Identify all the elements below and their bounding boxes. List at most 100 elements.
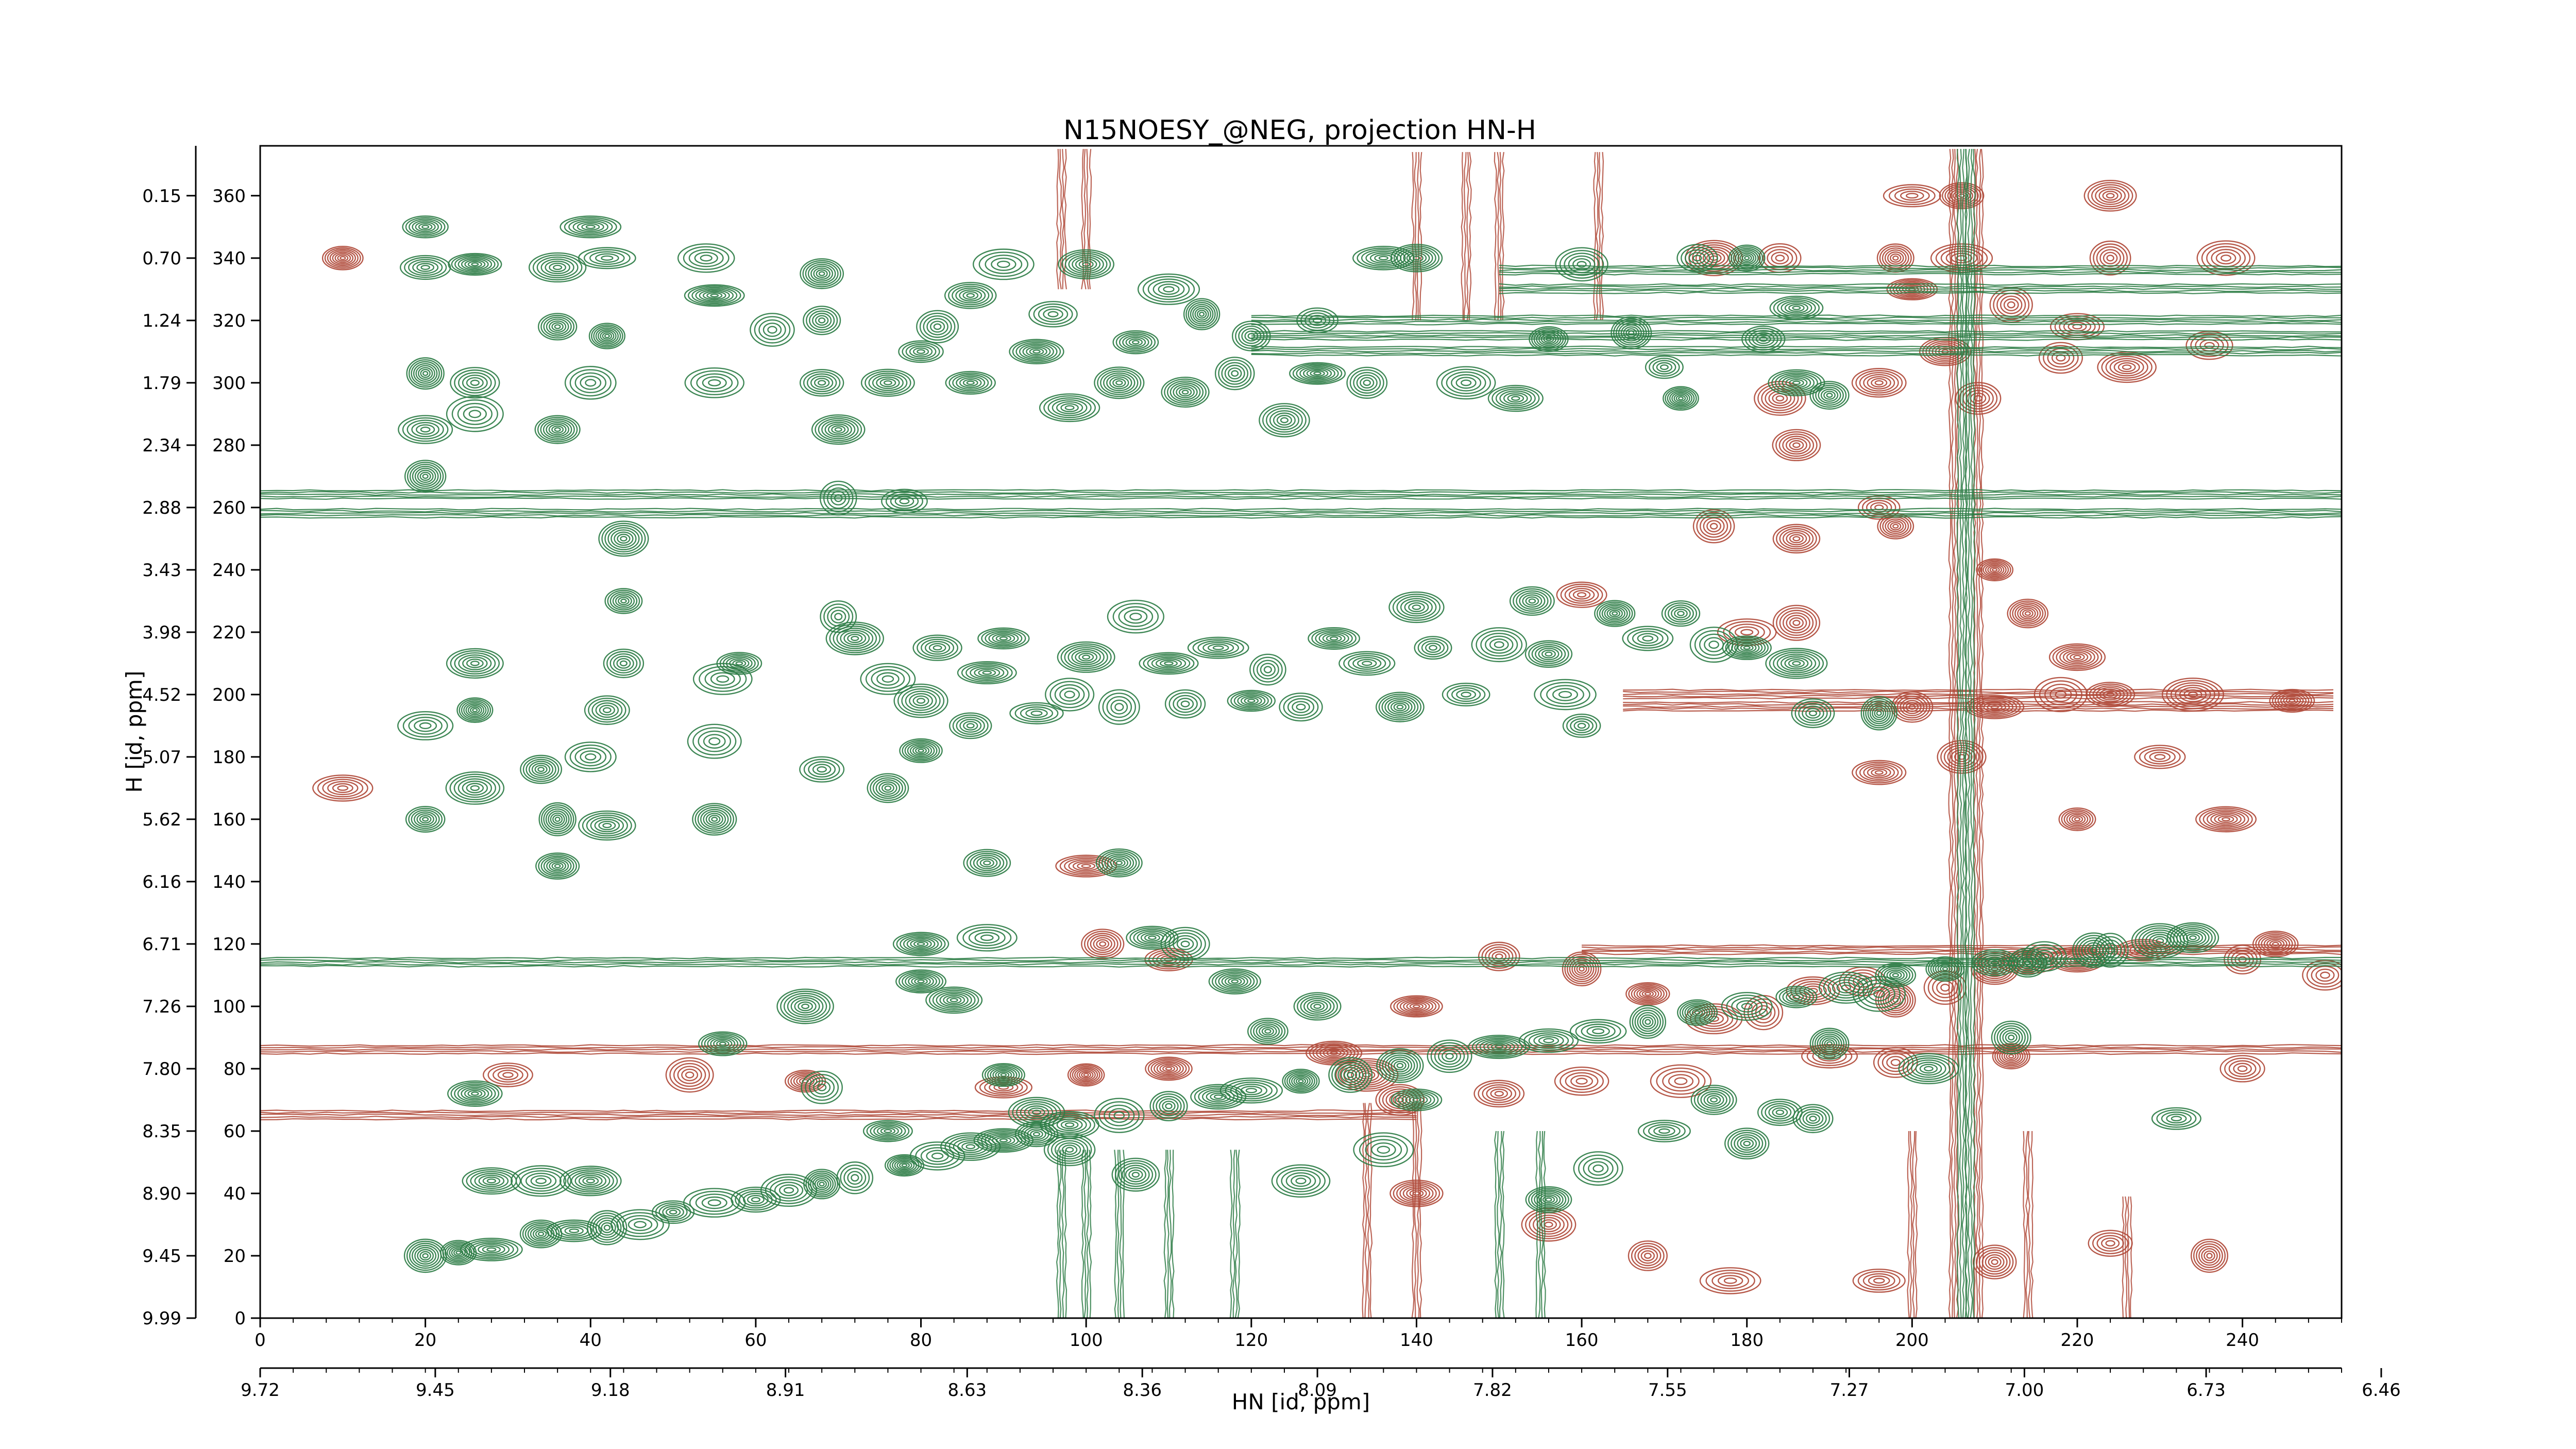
positive-peak-level — [404, 460, 447, 493]
negative-peak-level — [1074, 1067, 1098, 1083]
y-points-tick-label: 40 — [224, 1184, 246, 1204]
positive-peak-level — [1588, 1161, 1609, 1176]
positive-peak-level — [549, 861, 567, 872]
positive-ridge-v-line — [1059, 1150, 1062, 1318]
positive-peak-level — [840, 1165, 870, 1191]
negative-peak — [1389, 1180, 1444, 1207]
positive-peak-level — [1168, 692, 1202, 716]
positive-peak-level — [584, 695, 630, 725]
y-ppm-tick-label: 5.62 — [142, 810, 181, 830]
positive-peak-level — [995, 635, 1012, 642]
positive-peak-level — [985, 255, 1023, 274]
positive-peak-level — [952, 374, 989, 392]
positive-peak-level — [1581, 1023, 1616, 1039]
positive-peak-level — [1802, 1111, 1824, 1126]
positive-peak-level — [1371, 1142, 1396, 1157]
negative-peak-level — [1786, 615, 1807, 631]
positive-peak-level — [1538, 1036, 1560, 1046]
positive-peak-level — [698, 730, 732, 752]
positive-peak — [1214, 357, 1255, 391]
positive-peak-level — [1019, 343, 1054, 360]
positive-peak-level — [1346, 366, 1388, 399]
positive-peak — [1111, 1157, 1160, 1192]
positive-peak — [1569, 1019, 1627, 1044]
negative-peak-level — [1639, 989, 1657, 999]
positive-peak-level — [597, 329, 617, 343]
positive-peak-level — [836, 628, 874, 649]
positive-peak-level — [1485, 635, 1514, 654]
positive-peak-level — [1558, 690, 1572, 698]
positive-peak-level — [537, 416, 578, 443]
negative-peak-level — [2091, 184, 2130, 208]
positive-peak-level — [805, 262, 839, 285]
positive-peak-level — [1699, 633, 1729, 656]
positive-peak-level — [1622, 626, 1674, 651]
positive-peak-level — [1363, 379, 1371, 386]
positive-peak-level — [607, 527, 640, 550]
negative-peak-level — [1323, 1048, 1345, 1058]
positive-peak-level — [412, 261, 439, 274]
negative-peak-level — [1880, 987, 1911, 1014]
negative-ridge-v-line — [1907, 1131, 1910, 1318]
positive-peak-level — [1634, 1009, 1662, 1034]
positive-peak-level — [593, 326, 621, 346]
positive-peak-level — [402, 417, 449, 442]
positive-peak-level — [1291, 1074, 1311, 1088]
positive-peak-level — [554, 324, 561, 329]
positive-peak — [1722, 635, 1772, 660]
positive-peak-level — [995, 1070, 1012, 1080]
positive-peak-level — [1029, 348, 1044, 356]
positive-peak-level — [609, 591, 638, 611]
positive-peak-level — [462, 656, 488, 670]
negative-peak — [1852, 760, 1907, 785]
positive-peak-level — [1393, 1060, 1406, 1071]
positive-peak-level — [931, 1152, 944, 1159]
positive-peak — [1471, 627, 1527, 663]
positive-peak-level — [992, 1068, 1015, 1082]
positive-peak-level — [699, 666, 747, 692]
positive-peak-level — [465, 703, 485, 717]
negative-ridge-h-line — [260, 1050, 2342, 1053]
positive-peak-level — [470, 785, 480, 791]
positive-peak-level — [962, 926, 1012, 949]
positive-peak-level — [1538, 332, 1559, 346]
negative-peak-level — [1351, 1066, 1383, 1084]
positive-peak-level — [1353, 372, 1381, 394]
y-ppm-tick-label: 0.15 — [142, 186, 181, 207]
positive-peak-level — [658, 1204, 688, 1220]
negative-peak-level — [1890, 521, 1902, 531]
positive-peak-level — [1559, 250, 1604, 279]
positive-peak-level — [1632, 1007, 1664, 1037]
positive-peak-level — [1987, 958, 2002, 967]
positive-peak-level — [463, 406, 487, 422]
positive-peak-level — [899, 498, 910, 504]
negative-peak-level — [2096, 687, 2125, 702]
positive-peak — [862, 1120, 913, 1142]
positive-ridge-v-line — [1961, 149, 1965, 1318]
positive-peak-level — [1524, 640, 1573, 668]
positive-peak-level — [473, 1242, 510, 1257]
positive-peak-level — [534, 415, 581, 444]
x-ppm-tick-label: 9.18 — [591, 1380, 630, 1401]
positive-peak-level — [974, 932, 1000, 944]
positive-peak-level — [1782, 989, 1811, 1005]
positive-peak-level — [1058, 249, 1114, 280]
positive-peak-level — [1570, 718, 1594, 733]
positive-peak-level — [1615, 320, 1647, 346]
positive-peak-level — [2095, 936, 2125, 965]
positive-peak-level — [778, 1184, 799, 1197]
positive-peak-level — [1541, 649, 1556, 659]
negative-peak-level — [1855, 762, 1903, 784]
positive-peak-level — [1110, 699, 1128, 715]
positive-peak-level — [574, 372, 606, 394]
negative-peak-level — [2175, 684, 2211, 705]
negative-peak-level — [2106, 193, 2115, 199]
positive-peak-level — [1740, 1138, 1754, 1149]
positive-peak-level — [1164, 378, 1207, 406]
positive-peak-level — [1240, 696, 1262, 706]
positive-peak-level — [2081, 939, 2107, 961]
positive-peak-level — [1238, 325, 1265, 347]
negative-ridge-v-line — [1598, 152, 1602, 321]
negative-peak-level — [1569, 957, 1595, 980]
positive-peak-level — [1244, 697, 1259, 704]
